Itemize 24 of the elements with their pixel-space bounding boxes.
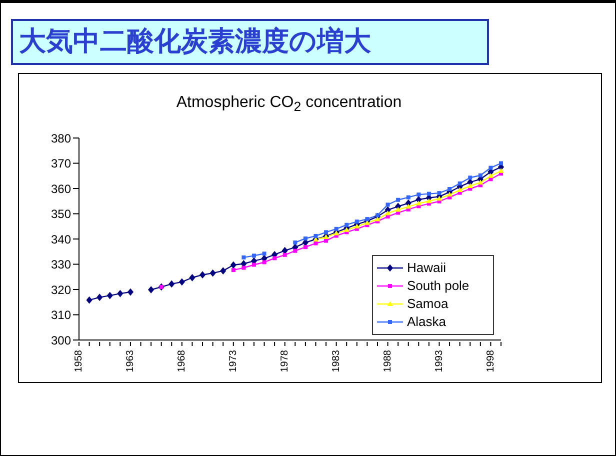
y-tick-label: 350 xyxy=(50,207,72,222)
legend-label: Samoa xyxy=(407,295,448,313)
chart-subtitle: Atmospheric CO$_{2}$ concentration xyxy=(175,94,403,114)
x-tick-label: 1998 xyxy=(485,350,496,372)
x-tick-label: 1963 xyxy=(125,350,136,372)
x-tick-label: 1973 xyxy=(228,350,240,372)
y-tick-label: 310 xyxy=(50,308,72,322)
x-tick-label: 1978 xyxy=(279,350,290,372)
y-tick-label: 340 xyxy=(50,232,72,246)
y-tick-label: 380 xyxy=(50,131,72,146)
x-tick-label: 1968 xyxy=(176,350,188,372)
chart-title: 大気中二酸化炭素濃度の増大 xyxy=(11,19,489,65)
x-tick-label: 1988 xyxy=(382,350,394,372)
legend-label: South pole xyxy=(407,277,470,295)
x-tick-label: 1993 xyxy=(434,350,445,372)
y-tick-label: 300 xyxy=(50,333,72,348)
y-tick-label: 360 xyxy=(50,182,72,196)
x-tick-label: 1983 xyxy=(330,350,342,372)
x-tick-label: 1958 xyxy=(74,350,85,372)
y-tick-label: 320 xyxy=(50,282,72,297)
y-tick-label: 330 xyxy=(50,258,72,272)
legend-label: Alaska xyxy=(407,313,446,331)
y-tick-label: 370 xyxy=(50,156,72,171)
legend-label: Hawaii xyxy=(407,259,446,277)
